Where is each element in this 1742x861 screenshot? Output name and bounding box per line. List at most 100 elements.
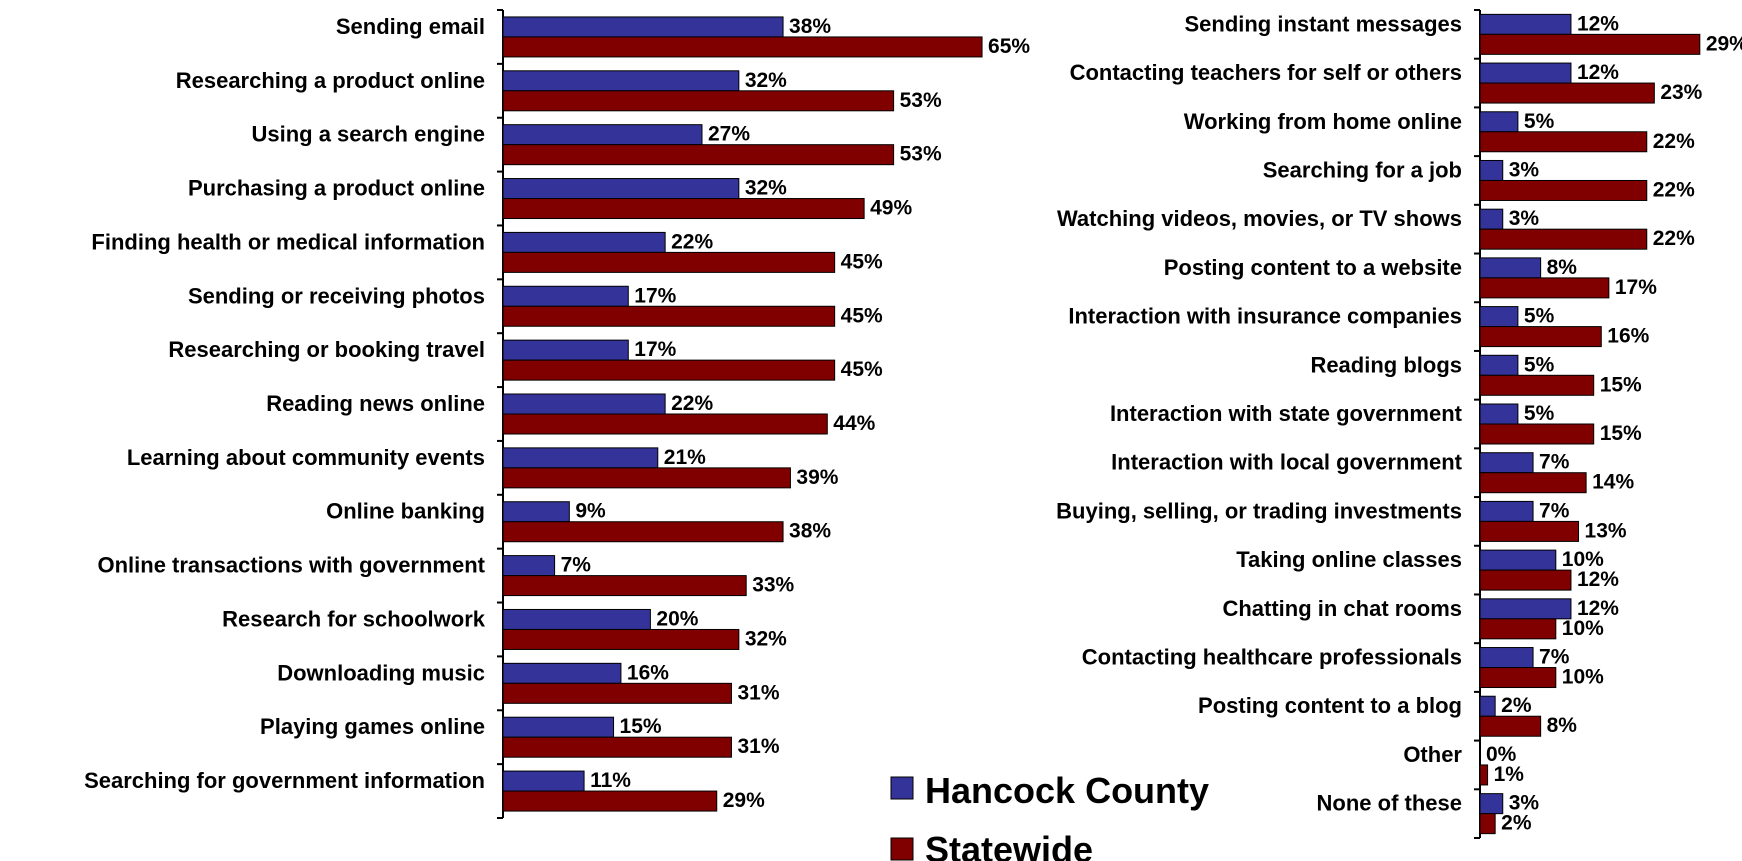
bar-hancock <box>1479 111 1519 133</box>
bar-hancock <box>502 447 659 469</box>
data-label-hancock: 0% <box>1486 743 1517 766</box>
bar-statewide <box>502 36 983 58</box>
bar-statewide <box>1479 423 1595 445</box>
bar-hancock <box>1479 403 1519 425</box>
bar-statewide <box>1479 569 1572 591</box>
bar-hancock <box>502 716 615 738</box>
data-label-hancock: 5% <box>1524 110 1555 133</box>
data-label-statewide: 10% <box>1562 617 1604 640</box>
category-label: Purchasing a product online <box>188 176 485 201</box>
data-label-hancock: 21% <box>664 446 706 469</box>
data-label-hancock: 7% <box>1539 451 1570 474</box>
bar-statewide <box>502 90 895 112</box>
data-label-statewide: 8% <box>1547 714 1578 737</box>
data-label-statewide: 22% <box>1653 130 1695 153</box>
bar-statewide <box>502 305 836 327</box>
data-label-statewide: 17% <box>1615 276 1657 299</box>
bar-hancock <box>502 393 666 415</box>
bar-statewide <box>1479 618 1557 640</box>
bar-statewide <box>1479 33 1701 55</box>
category-label: Watching videos, movies, or TV shows <box>1057 206 1462 231</box>
data-label-statewide: 38% <box>789 520 831 543</box>
bar-hancock <box>502 16 784 38</box>
bar-statewide <box>1479 326 1602 348</box>
legend-label-hancock: Hancock County <box>925 770 1209 811</box>
bar-hancock <box>1479 159 1504 181</box>
category-label: Searching for a job <box>1263 157 1462 182</box>
bar-hancock <box>1479 13 1572 35</box>
category-label: Researching or booking travel <box>168 337 485 362</box>
data-label-statewide: 10% <box>1562 666 1604 689</box>
bar-statewide <box>1479 277 1610 299</box>
data-label-hancock: 17% <box>634 338 676 361</box>
category-label: Taking online classes <box>1236 547 1462 572</box>
data-label-statewide: 14% <box>1592 471 1634 494</box>
data-label-hancock: 2% <box>1501 694 1532 717</box>
left-chart-panel: Sending email 38% 65% Researching a product… <box>84 9 1030 819</box>
data-label-statewide: 44% <box>833 412 875 435</box>
data-label-hancock: 5% <box>1524 353 1555 376</box>
category-label: Contacting healthcare professionals <box>1082 645 1462 670</box>
bar-statewide <box>502 413 828 435</box>
bar-hancock <box>502 178 740 200</box>
bar-statewide <box>502 467 791 489</box>
data-label-statewide: 16% <box>1607 325 1649 348</box>
bar-hancock <box>502 770 585 792</box>
data-label-statewide: 45% <box>841 250 883 273</box>
bar-hancock <box>1479 354 1519 376</box>
bar-statewide <box>502 521 784 543</box>
bar-hancock <box>1479 208 1504 230</box>
category-label: Research for schoolwork <box>222 606 486 631</box>
data-label-hancock: 3% <box>1509 207 1540 230</box>
category-label: Finding health or medical information <box>91 229 485 254</box>
data-label-hancock: 12% <box>1577 61 1619 84</box>
bar-statewide <box>502 736 732 758</box>
data-label-hancock: 3% <box>1509 158 1540 181</box>
right-chart-panel: Sending instant messages 12% 29% Contacting… <box>1056 9 1742 839</box>
bar-statewide <box>502 575 747 597</box>
bar-statewide <box>1479 667 1557 689</box>
category-label: Online transactions with government <box>97 553 485 578</box>
data-label-hancock: 32% <box>745 177 787 200</box>
category-label: Chatting in chat rooms <box>1222 596 1462 621</box>
data-label-statewide: 2% <box>1501 812 1532 835</box>
bar-hancock <box>502 608 651 630</box>
bar-hancock <box>502 70 740 92</box>
category-label: Reading blogs <box>1310 352 1462 377</box>
bar-statewide <box>502 198 865 220</box>
data-label-statewide: 65% <box>988 35 1030 58</box>
category-label: Reading news online <box>266 391 485 416</box>
category-label: Working from home online <box>1184 109 1462 134</box>
data-label-hancock: 12% <box>1577 597 1619 620</box>
bar-hancock <box>1479 306 1519 328</box>
bar-statewide <box>1479 764 1489 786</box>
data-label-statewide: 32% <box>745 627 787 650</box>
bar-statewide <box>1479 131 1648 153</box>
data-label-hancock: 5% <box>1524 305 1555 328</box>
bar-hancock <box>1479 695 1496 717</box>
bar-statewide <box>1479 715 1542 737</box>
bar-statewide <box>502 790 718 812</box>
category-label: Online banking <box>326 499 485 524</box>
bar-statewide <box>502 359 836 381</box>
data-label-hancock: 12% <box>1577 12 1619 35</box>
data-label-statewide: 33% <box>752 574 794 597</box>
data-label-statewide: 29% <box>1706 32 1742 55</box>
category-label: Researching a product online <box>176 68 485 93</box>
category-label: Learning about community events <box>127 445 485 470</box>
legend-label-statewide: Statewide <box>925 829 1093 861</box>
data-label-statewide: 53% <box>900 89 942 112</box>
data-label-statewide: 49% <box>870 197 912 220</box>
bar-statewide <box>1479 472 1587 494</box>
category-label: Playing games online <box>260 714 485 739</box>
data-label-hancock: 3% <box>1509 792 1540 815</box>
bar-statewide <box>1479 228 1648 250</box>
bar-hancock <box>1479 598 1572 620</box>
bar-statewide <box>502 682 732 704</box>
legend: Hancock County Statewide <box>890 770 1209 861</box>
category-label: Using a search engine <box>251 122 485 147</box>
category-label: Contacting teachers for self or others <box>1070 60 1462 85</box>
data-label-statewide: 53% <box>900 143 942 166</box>
category-label: Sending instant messages <box>1184 11 1462 36</box>
